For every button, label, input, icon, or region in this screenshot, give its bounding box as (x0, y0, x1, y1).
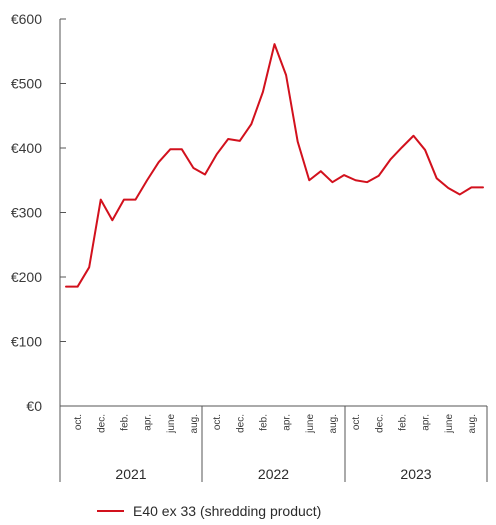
x-tick-label: apr. (143, 414, 154, 431)
y-tick-label: €500 (11, 76, 42, 92)
year-label: 2023 (400, 466, 431, 482)
x-tick-label: dec. (96, 414, 107, 433)
x-axis: oct. dec. feb. apr. june aug. oct. dec. feb. apr.… (59, 405, 488, 482)
y-axis: €0 €100 €200 €300 €400 €500 €600 (11, 11, 66, 414)
x-tick-label: aug. (328, 414, 339, 433)
x-tick-label: june (305, 414, 316, 434)
x-tick-label: oct. (212, 414, 223, 430)
y-tick-label: €300 (11, 205, 42, 221)
year-label: 2022 (258, 466, 289, 482)
x-tick-label: feb. (397, 414, 408, 431)
year-label: 2021 (115, 466, 146, 482)
series-layer (65, 43, 484, 288)
x-tick-label: apr. (421, 414, 432, 431)
y-tick-label: €600 (11, 11, 42, 27)
x-tick-label: dec. (374, 414, 385, 433)
x-tick-label: feb. (258, 414, 269, 431)
legend: E40 ex 33 (shredding product) (97, 503, 321, 519)
x-tick-label: oct. (351, 414, 362, 430)
x-tick-label: feb. (119, 414, 130, 431)
x-tick-label: apr. (282, 414, 293, 431)
x-tick-label: dec. (235, 414, 246, 433)
y-tick-label: €100 (11, 334, 42, 350)
x-tick-label: june (166, 414, 177, 434)
y-tick-label: €400 (11, 140, 42, 156)
x-tick-label: aug. (467, 414, 478, 433)
x-tick-label: june (444, 414, 455, 434)
legend-label: E40 ex 33 (shredding product) (133, 503, 321, 519)
x-tick-label: oct. (73, 414, 84, 430)
series-line (65, 43, 484, 288)
x-tick-label: aug. (189, 414, 200, 433)
y-tick-label: €200 (11, 269, 42, 285)
y-tick-label: €0 (26, 398, 42, 414)
